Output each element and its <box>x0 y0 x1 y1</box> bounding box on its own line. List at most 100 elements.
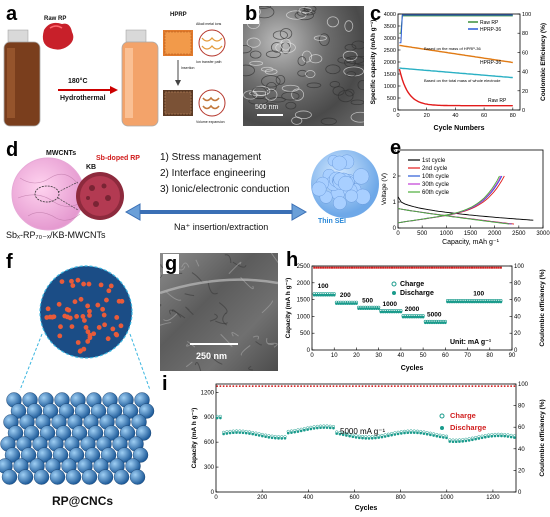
h-discharge-point <box>346 302 349 305</box>
sem-g-texture <box>185 306 194 315</box>
h-ce-point <box>328 266 331 269</box>
h-ce-point <box>437 266 440 269</box>
i-discharge-point <box>416 431 419 435</box>
i-discharge-point <box>299 429 303 433</box>
h-ce-point <box>482 266 485 269</box>
cnc-sphere <box>65 469 82 485</box>
c-x-axis-label: Cycle Numbers <box>434 125 485 132</box>
i-ce-point <box>319 385 322 387</box>
rp-particle <box>56 301 62 307</box>
i-discharge-point <box>332 426 335 430</box>
h-discharge-point <box>490 300 494 304</box>
h-ce-point <box>424 266 427 269</box>
h-discharge-point <box>404 315 407 319</box>
h-ce-point <box>379 266 382 269</box>
rp-particle <box>70 283 76 289</box>
h-ce-point <box>417 266 420 269</box>
h-discharge-point <box>415 315 418 319</box>
chart-i-svg: 0 200 400 600 800 1000 1200 0 300 600 900 1200 0 20 40… <box>191 382 546 512</box>
cnc-sphere <box>135 425 152 441</box>
cnc-sphere <box>68 447 85 463</box>
i-discharge-point <box>406 431 410 435</box>
i-ce-point <box>455 385 458 387</box>
sem-b-flake <box>337 56 352 64</box>
e-legend-item: 2nd cycle <box>422 166 448 172</box>
y-right-tick-label: 40 <box>514 314 521 320</box>
h-ce-point <box>384 266 387 269</box>
h-discharge-point <box>452 300 456 304</box>
x-tick-label: 2500 <box>512 231 526 237</box>
sem-b-flake <box>325 64 341 75</box>
h-discharge-point <box>332 293 336 297</box>
cnc-sphere <box>20 447 37 463</box>
sem-b-flake <box>301 9 316 16</box>
rp-particle <box>81 281 87 287</box>
sem-b-flake <box>344 20 354 32</box>
i-discharge-point <box>270 436 274 440</box>
i-discharge-point <box>235 431 238 434</box>
h-discharge-point <box>428 321 432 325</box>
i-discharge-point <box>215 416 219 420</box>
c-hprp-total-line <box>399 67 513 79</box>
i-discharge-point <box>425 432 429 436</box>
h-discharge-point <box>326 293 329 297</box>
na-insertion-label: Na⁺ insertion/extraction <box>174 222 269 232</box>
h-discharge-point <box>457 300 460 304</box>
h-ce-point <box>362 266 365 269</box>
h-ce-point <box>319 266 322 269</box>
x-tick-label: 600 <box>349 495 360 501</box>
i-discharge-point <box>471 438 474 442</box>
i-discharge-point <box>303 428 306 432</box>
panel-f-illustration <box>0 265 155 485</box>
rp-particle <box>87 335 93 341</box>
panel-b-sem-image: 500 nm <box>243 6 364 126</box>
i-ce-point <box>416 385 419 387</box>
i-ce-point <box>348 385 351 387</box>
i-ce-point <box>235 385 238 387</box>
rp-particle <box>51 314 57 320</box>
cnc-sphere <box>87 425 104 441</box>
i-discharge-point <box>432 434 435 437</box>
sem-b-flake <box>345 55 364 65</box>
i-ce-point <box>419 385 422 387</box>
i-discharge-point <box>306 428 309 431</box>
i-ce-point <box>242 385 244 387</box>
sem-b-flake <box>291 88 305 101</box>
h-discharge-point <box>444 321 447 325</box>
volume-expansion-label: Volume expansion <box>196 120 225 124</box>
sem-g-texture <box>209 313 218 322</box>
i-ce-point <box>426 385 428 387</box>
i-ce-point <box>436 385 438 387</box>
x-tick-label: 2000 <box>488 231 502 237</box>
sem-b-flake <box>346 71 357 78</box>
c-legend-raw: Raw RP <box>480 20 499 26</box>
cnc-sphere <box>58 403 75 419</box>
hprp-label: HPRP <box>170 12 187 18</box>
h-ce-point <box>428 266 431 269</box>
h-discharge-point <box>357 307 360 310</box>
x-tick-label: 40 <box>452 113 458 119</box>
h-ce-point <box>419 266 422 269</box>
i-ce-point <box>503 385 506 387</box>
panel-label-c: c <box>370 3 382 25</box>
plot-frame <box>215 383 517 493</box>
h-rate-label: 100 <box>473 291 484 298</box>
x-tick-label: 80 <box>510 113 516 119</box>
h-ce-point <box>435 266 438 269</box>
i-discharge-point <box>261 434 264 438</box>
rp-particle <box>105 336 111 342</box>
panel-label-a: a <box>6 3 18 25</box>
i-ce-point <box>293 385 296 387</box>
i-ce-point <box>280 385 283 387</box>
x-tick-label: 90 <box>509 353 516 359</box>
h-ce-point <box>331 266 333 269</box>
i-discharge-point <box>387 434 390 438</box>
i-discharge-point <box>319 426 322 430</box>
sem-b-flake <box>351 40 364 50</box>
h-ce-point <box>324 266 327 269</box>
panel-label-g: g <box>163 253 180 275</box>
x-tick-label: 0 <box>396 231 400 237</box>
h-ce-point <box>495 266 498 269</box>
i-ce-point <box>403 385 406 387</box>
i-discharge-point <box>264 435 267 439</box>
